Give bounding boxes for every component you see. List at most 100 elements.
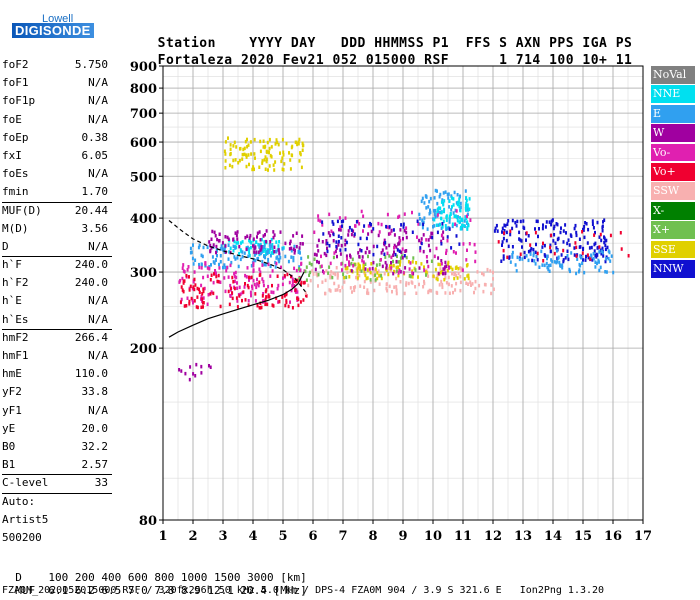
legend-item: SSW [651, 182, 695, 201]
data-point [252, 167, 255, 172]
data-point [179, 300, 182, 304]
data-point [501, 243, 503, 247]
data-point [326, 249, 329, 254]
data-point [459, 288, 462, 293]
data-point [445, 218, 448, 222]
data-point [525, 231, 528, 235]
param-value: 0.38 [81, 130, 109, 144]
data-point [301, 242, 304, 246]
data-point [573, 253, 576, 257]
data-point [456, 215, 459, 219]
data-point [444, 271, 447, 275]
data-point [395, 269, 398, 273]
data-point [367, 232, 370, 236]
data-point [223, 250, 226, 254]
data-point [397, 242, 400, 246]
y-tick-label: 600 [130, 136, 157, 151]
data-point [249, 290, 252, 295]
hdr-p1: RSF [424, 53, 450, 68]
data-point [301, 141, 304, 145]
data-point [315, 272, 318, 276]
data-point [210, 237, 213, 241]
data-point [436, 230, 439, 235]
param-separator [2, 474, 112, 476]
legend-item: W [651, 124, 695, 142]
data-point [538, 227, 540, 231]
data-point [249, 276, 252, 280]
data-point [212, 245, 215, 249]
data-point [447, 196, 450, 200]
hdr-label-pps: PPS [549, 36, 575, 51]
data-point [590, 245, 593, 250]
data-point [605, 238, 608, 243]
data-point [236, 230, 239, 234]
data-point [445, 214, 448, 218]
data-point [314, 267, 317, 272]
data-point [233, 279, 236, 284]
data-point [419, 246, 422, 250]
data-point [418, 217, 421, 221]
data-point [415, 291, 418, 295]
data-point [555, 249, 558, 253]
data-point [459, 205, 462, 209]
data-point [192, 243, 194, 247]
data-point [297, 297, 300, 302]
data-point [195, 362, 198, 367]
data-point [196, 295, 199, 299]
param-key: foF2 [2, 58, 29, 71]
data-point [279, 151, 281, 155]
footer-muf-1: 6.2 [74, 584, 95, 597]
data-point [232, 280, 235, 284]
data-point [567, 257, 570, 262]
data-point [505, 230, 508, 235]
data-point [193, 287, 196, 292]
data-point [444, 260, 447, 265]
data-point [360, 209, 363, 214]
data-point [534, 250, 537, 255]
data-point [511, 255, 514, 259]
data-point [337, 243, 340, 247]
data-point [414, 285, 417, 289]
param-row: hmF1 N/A [2, 349, 110, 367]
data-point [590, 253, 593, 257]
param-row: yF1 N/A [2, 404, 110, 422]
data-point [308, 261, 311, 265]
data-point [459, 194, 461, 198]
data-point [369, 270, 372, 275]
data-point [301, 148, 304, 152]
param-row: foF2 5.750 [2, 58, 110, 76]
data-point [518, 237, 521, 241]
plot-frame [162, 65, 644, 521]
data-point [386, 289, 389, 293]
hdr-ddd: 052 [332, 53, 358, 68]
data-point [395, 265, 398, 270]
data-point [334, 272, 337, 277]
data-point [333, 281, 336, 286]
data-point [346, 270, 349, 275]
data-point [437, 271, 440, 276]
data-point [355, 275, 358, 280]
data-point [193, 277, 196, 282]
data-point [525, 238, 527, 242]
data-point [304, 291, 307, 295]
data-point [364, 267, 367, 271]
data-point [423, 268, 426, 272]
data-point [455, 281, 458, 286]
data-point [224, 159, 227, 163]
param-row: foEs N/A [2, 167, 110, 185]
data-point [575, 233, 578, 238]
data-point [452, 211, 455, 215]
hdr-axn: 714 [515, 53, 541, 68]
data-point [459, 201, 462, 206]
data-point [261, 247, 264, 252]
data-point [310, 262, 313, 267]
data-point [305, 278, 308, 282]
data-point [297, 250, 300, 255]
data-point [289, 300, 291, 304]
data-point [189, 284, 192, 289]
data-point [366, 288, 369, 292]
data-point [387, 232, 390, 236]
data-point [453, 190, 456, 195]
data-point [328, 244, 331, 248]
data-point [194, 283, 197, 287]
